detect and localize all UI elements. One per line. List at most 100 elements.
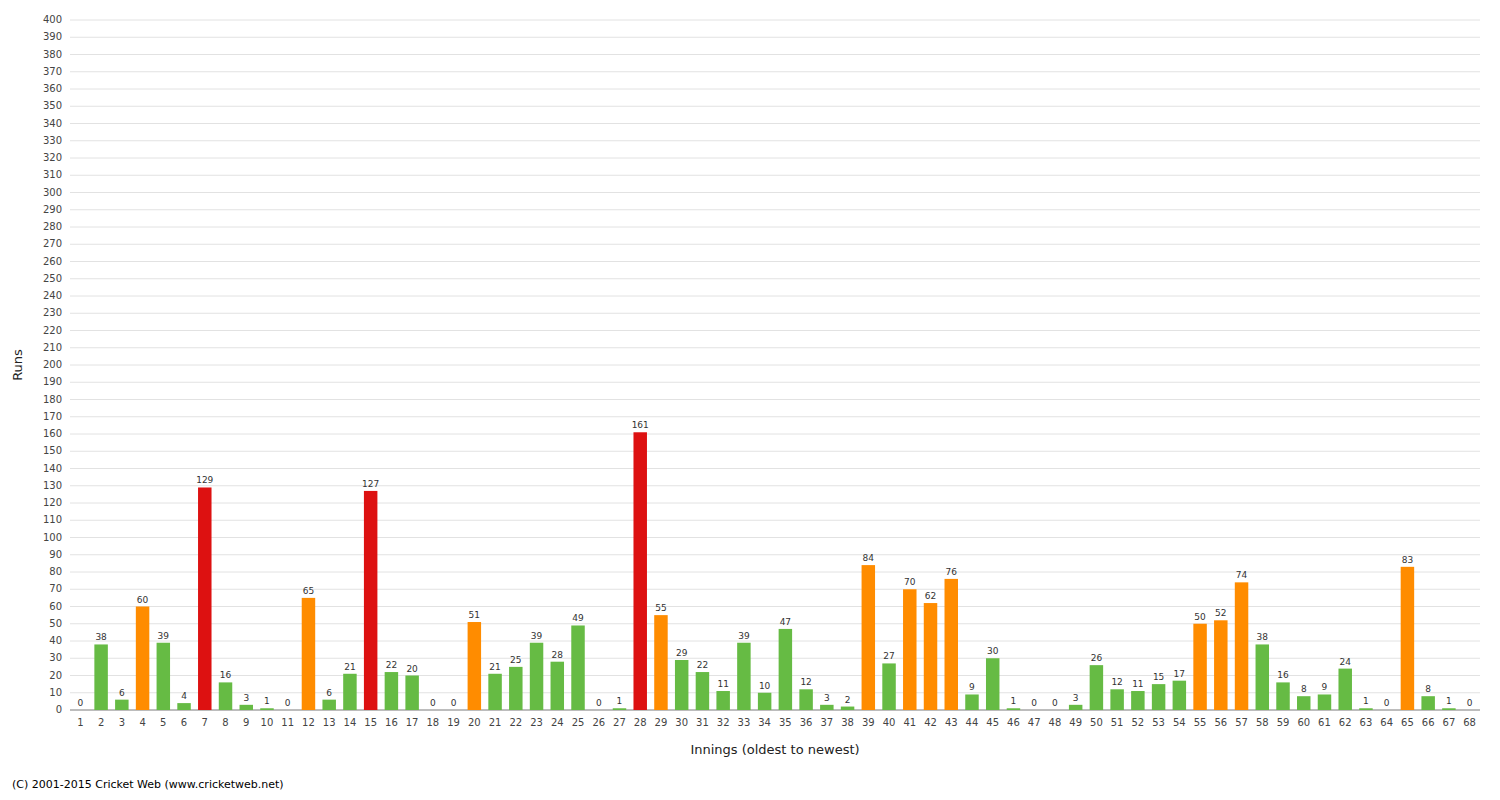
bar bbox=[882, 663, 895, 710]
x-tick-label: 25 bbox=[572, 717, 585, 728]
y-tick-label: 30 bbox=[49, 652, 62, 663]
x-tick-label: 9 bbox=[243, 717, 249, 728]
data-label: 39 bbox=[531, 631, 543, 641]
x-tick-label: 1 bbox=[77, 717, 83, 728]
grid-line bbox=[70, 278, 1480, 279]
x-tick-label: 42 bbox=[924, 717, 937, 728]
data-label: 3 bbox=[1073, 693, 1079, 703]
x-tick-label: 53 bbox=[1152, 717, 1165, 728]
grid-line bbox=[70, 227, 1480, 228]
x-tick-label: 6 bbox=[181, 717, 187, 728]
data-label: 9 bbox=[1322, 682, 1328, 692]
bar bbox=[551, 662, 564, 710]
grid-line bbox=[70, 20, 1480, 21]
bar bbox=[1463, 710, 1476, 711]
grid-line bbox=[70, 399, 1480, 400]
data-label: 49 bbox=[572, 613, 584, 623]
bar bbox=[1401, 567, 1414, 710]
bars bbox=[94, 432, 1455, 710]
data-label: 27 bbox=[883, 651, 894, 661]
bar bbox=[799, 689, 812, 710]
x-tick-label: 52 bbox=[1132, 717, 1145, 728]
y-tick-label: 320 bbox=[43, 152, 62, 163]
x-tick-label: 14 bbox=[344, 717, 357, 728]
data-label: 12 bbox=[1111, 677, 1122, 687]
grid-line bbox=[70, 416, 1480, 417]
x-tick-label: 10 bbox=[261, 717, 274, 728]
data-label: 8 bbox=[1301, 684, 1307, 694]
x-tick-label: 55 bbox=[1194, 717, 1207, 728]
bar bbox=[1090, 665, 1103, 710]
grid-line bbox=[70, 244, 1480, 245]
data-label: 83 bbox=[1402, 555, 1413, 565]
bar bbox=[136, 607, 149, 711]
x-tick-label: 15 bbox=[364, 717, 377, 728]
bar bbox=[1069, 705, 1082, 710]
grid-line bbox=[70, 537, 1480, 538]
x-tick-label: 32 bbox=[717, 717, 730, 728]
x-tick-label: 2 bbox=[98, 717, 104, 728]
x-tick-label: 65 bbox=[1401, 717, 1414, 728]
grid-line bbox=[70, 175, 1480, 176]
x-tick-label: 58 bbox=[1256, 717, 1269, 728]
bar bbox=[1235, 582, 1248, 710]
bar bbox=[696, 672, 709, 710]
y-tick-label: 90 bbox=[49, 549, 62, 560]
x-tick-label: 12 bbox=[302, 717, 315, 728]
data-label: 60 bbox=[137, 595, 149, 605]
x-tick-label: 56 bbox=[1214, 717, 1227, 728]
x-tick-label: 59 bbox=[1277, 717, 1290, 728]
x-tick-label: 66 bbox=[1422, 717, 1435, 728]
y-tick-label: 230 bbox=[43, 307, 62, 318]
grid-line bbox=[70, 572, 1480, 573]
chart: 0102030405060708090100110120130140150160… bbox=[0, 0, 1500, 800]
x-tick-label: 23 bbox=[530, 717, 543, 728]
bar bbox=[281, 710, 294, 711]
data-label: 16 bbox=[1277, 670, 1289, 680]
data-label: 47 bbox=[780, 617, 791, 627]
data-label: 16 bbox=[220, 670, 232, 680]
bar bbox=[758, 693, 771, 710]
data-label: 1 bbox=[617, 696, 623, 706]
data-label: 84 bbox=[863, 553, 875, 563]
y-tick-label: 10 bbox=[49, 687, 62, 698]
bar bbox=[965, 694, 978, 710]
x-tick-label: 24 bbox=[551, 717, 564, 728]
bar bbox=[1297, 696, 1310, 710]
data-label: 22 bbox=[386, 660, 397, 670]
grid-line bbox=[70, 54, 1480, 55]
bar bbox=[1027, 710, 1040, 711]
grid-line bbox=[70, 158, 1480, 159]
bar bbox=[364, 491, 377, 710]
data-label: 38 bbox=[95, 632, 107, 642]
y-ticks: 0102030405060708090100110120130140150160… bbox=[43, 14, 62, 715]
bar bbox=[447, 710, 460, 711]
grid-line bbox=[70, 296, 1480, 297]
y-tick-label: 310 bbox=[43, 169, 62, 180]
grid-line bbox=[70, 330, 1480, 331]
bar bbox=[94, 644, 107, 710]
x-tick-label: 54 bbox=[1173, 717, 1186, 728]
data-label: 9 bbox=[969, 682, 975, 692]
data-label: 2 bbox=[845, 695, 851, 705]
x-tick-label: 19 bbox=[447, 717, 460, 728]
y-tick-label: 380 bbox=[43, 49, 62, 60]
x-tick-label: 67 bbox=[1443, 717, 1456, 728]
data-label: 20 bbox=[406, 664, 418, 674]
y-tick-label: 20 bbox=[49, 670, 62, 681]
y-tick-label: 350 bbox=[43, 100, 62, 111]
bar bbox=[74, 710, 87, 711]
y-tick-label: 150 bbox=[43, 445, 62, 456]
bar bbox=[924, 603, 937, 710]
data-label: 11 bbox=[717, 679, 728, 689]
bar bbox=[862, 565, 875, 710]
data-label: 39 bbox=[738, 631, 750, 641]
data-label: 3 bbox=[824, 693, 830, 703]
bar bbox=[654, 615, 667, 710]
bar bbox=[1256, 644, 1269, 710]
data-label: 0 bbox=[1467, 698, 1473, 708]
bar bbox=[903, 589, 916, 710]
grid-line bbox=[70, 37, 1480, 38]
bar bbox=[820, 705, 833, 710]
grid-line bbox=[70, 641, 1480, 642]
